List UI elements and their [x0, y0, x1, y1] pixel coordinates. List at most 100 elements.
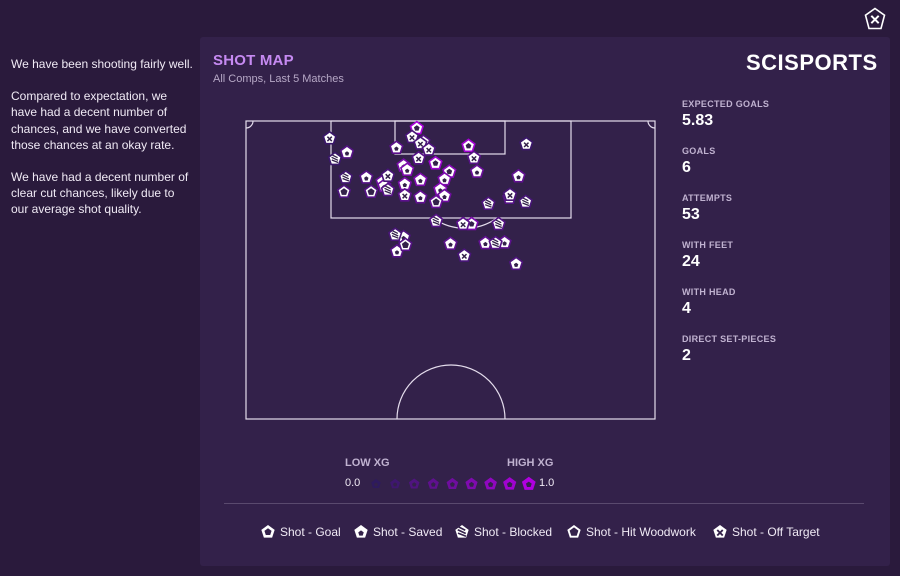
shot-marker-goal [428, 155, 443, 170]
shot-goal-icon [261, 525, 275, 538]
xg-scale-step [390, 478, 401, 489]
corner-arc-right [647, 120, 656, 129]
shot-marker-off-target [397, 187, 413, 202]
centre-circle [396, 364, 506, 420]
legend: Shot - Goal Shot - Saved Shot - Blocked … [200, 522, 890, 542]
shot-blocked-icon [455, 525, 469, 538]
shot-marker-off-target [502, 187, 518, 202]
corner-arc-left [245, 120, 254, 129]
stat-label: GOALS [682, 146, 716, 156]
stat-value: 53 [682, 206, 700, 223]
close-button[interactable] [863, 7, 887, 31]
stat-label: EXPECTED GOALS [682, 99, 770, 109]
shot-saved-icon [354, 525, 368, 538]
shot-marker-saved [478, 235, 493, 250]
stat-expected-goals: EXPECTED GOALS 5.83 [682, 99, 872, 146]
legend-label: Shot - Off Target [732, 525, 820, 539]
shot-marker-saved [443, 236, 458, 250]
xg-scale-step [465, 477, 478, 490]
stat-label: DIRECT SET-PIECES [682, 334, 777, 344]
divider [224, 503, 864, 504]
shot-marker-blocked [518, 194, 533, 209]
stat-direct-set-pieces: DIRECT SET-PIECES 2 [682, 334, 872, 381]
xg-scale-step [427, 478, 439, 489]
legend-item-woodwork: Shot - Hit Woodwork [566, 522, 696, 542]
xg-scale-step [446, 477, 459, 489]
stat-value: 24 [682, 253, 700, 270]
analysis-paragraph: We have been shooting fairly well. [11, 57, 193, 71]
shot-marker-saved [359, 170, 374, 184]
shot-marker-off-target [411, 150, 426, 165]
shot-marker-off-target [466, 150, 482, 165]
shot-marker-saved [413, 172, 428, 187]
legend-label: Shot - Hit Woodwork [586, 525, 696, 539]
shot-marker-blocked [491, 216, 506, 231]
stat-value: 6 [682, 159, 691, 176]
analysis-text: We have been shooting fairly well. Compa… [11, 56, 193, 234]
stats-list: EXPECTED GOALS 5.83 GOALS 6 ATTEMPTS 53 … [682, 99, 872, 381]
xg-scale-step [371, 479, 381, 489]
xg-low-label: LOW XG [345, 457, 390, 469]
shot-marker-saved [399, 162, 415, 177]
shot-marker-blocked [481, 196, 496, 210]
xg-scale-step [408, 478, 420, 489]
shot-marker-saved [397, 176, 413, 191]
shot-off-target-icon [713, 525, 727, 538]
stat-value: 5.83 [682, 112, 714, 129]
stat-value: 2 [682, 347, 691, 364]
legend-label: Shot - Saved [373, 525, 443, 539]
legend-label: Shot - Blocked [474, 525, 553, 539]
shot-marker-blocked [428, 213, 444, 228]
panel-title: SHOT MAP [213, 52, 294, 69]
stat-goals: GOALS 6 [682, 146, 872, 193]
shot-marker-blocked [338, 170, 354, 184]
shot-marker-saved [508, 256, 524, 271]
xg-min-value: 0.0 [345, 477, 361, 489]
shot-marker-off-target [322, 130, 337, 145]
shots-layer [322, 120, 534, 271]
xg-high-label: HIGH XG [507, 457, 554, 469]
shot-woodwork-icon [567, 525, 581, 538]
stat-label: ATTEMPTS [682, 193, 733, 203]
legend-label: Shot - Goal [280, 525, 341, 539]
shot-marker-woodwork [428, 194, 444, 209]
panel-subtitle: All Comps, Last 5 Matches [213, 73, 344, 85]
legend-item-saved: Shot - Saved [353, 522, 442, 542]
shot-marker-woodwork [336, 184, 352, 199]
six-yard-box [394, 120, 506, 155]
stat-value: 4 [682, 300, 691, 317]
shot-marker-off-target [380, 168, 396, 182]
shot-marker-woodwork [398, 237, 413, 252]
shot-marker-off-target [421, 142, 437, 156]
xg-scale-step [484, 477, 497, 490]
shot-marker-blocked [387, 227, 403, 241]
stat-with-feet: WITH FEET 24 [682, 240, 872, 287]
shot-marker-saved [339, 145, 355, 159]
legend-item-blocked: Shot - Blocked [454, 522, 552, 542]
legend-item-off-target: Shot - Off Target [712, 522, 820, 542]
shot-marker-saved [511, 168, 526, 183]
stat-attempts: ATTEMPTS 53 [682, 193, 872, 240]
xg-max-value: 1.0 [539, 477, 555, 489]
stat-label: WITH HEAD [682, 287, 736, 297]
shot-marker-off-target [519, 136, 534, 151]
shot-marker-saved [469, 164, 485, 178]
stat-label: WITH FEET [682, 240, 734, 250]
shot-marker-saved [413, 189, 428, 204]
pitch-lines [245, 120, 656, 420]
xg-scale [371, 476, 536, 490]
xg-scale-step [521, 476, 536, 490]
shot-marker-saved [437, 188, 452, 203]
legend-item-goal: Shot - Goal [260, 522, 341, 542]
analysis-paragraph: Compared to expectation, we have had a d… [11, 89, 187, 152]
analysis-paragraph: We have had a decent number of clear cut… [11, 170, 189, 217]
brand-logo: SCISPORTS [746, 50, 878, 75]
xg-scale-step [503, 477, 517, 490]
shot-marker-saved [437, 171, 452, 186]
stat-with-head: WITH HEAD 4 [682, 287, 872, 334]
shot-map-panel: SHOT MAP All Comps, Last 5 Matches SCISP… [200, 37, 890, 566]
shot-map-chart [245, 120, 656, 490]
shot-marker-saved [389, 140, 404, 154]
shot-marker-off-target [457, 248, 472, 262]
close-icon [864, 7, 886, 30]
